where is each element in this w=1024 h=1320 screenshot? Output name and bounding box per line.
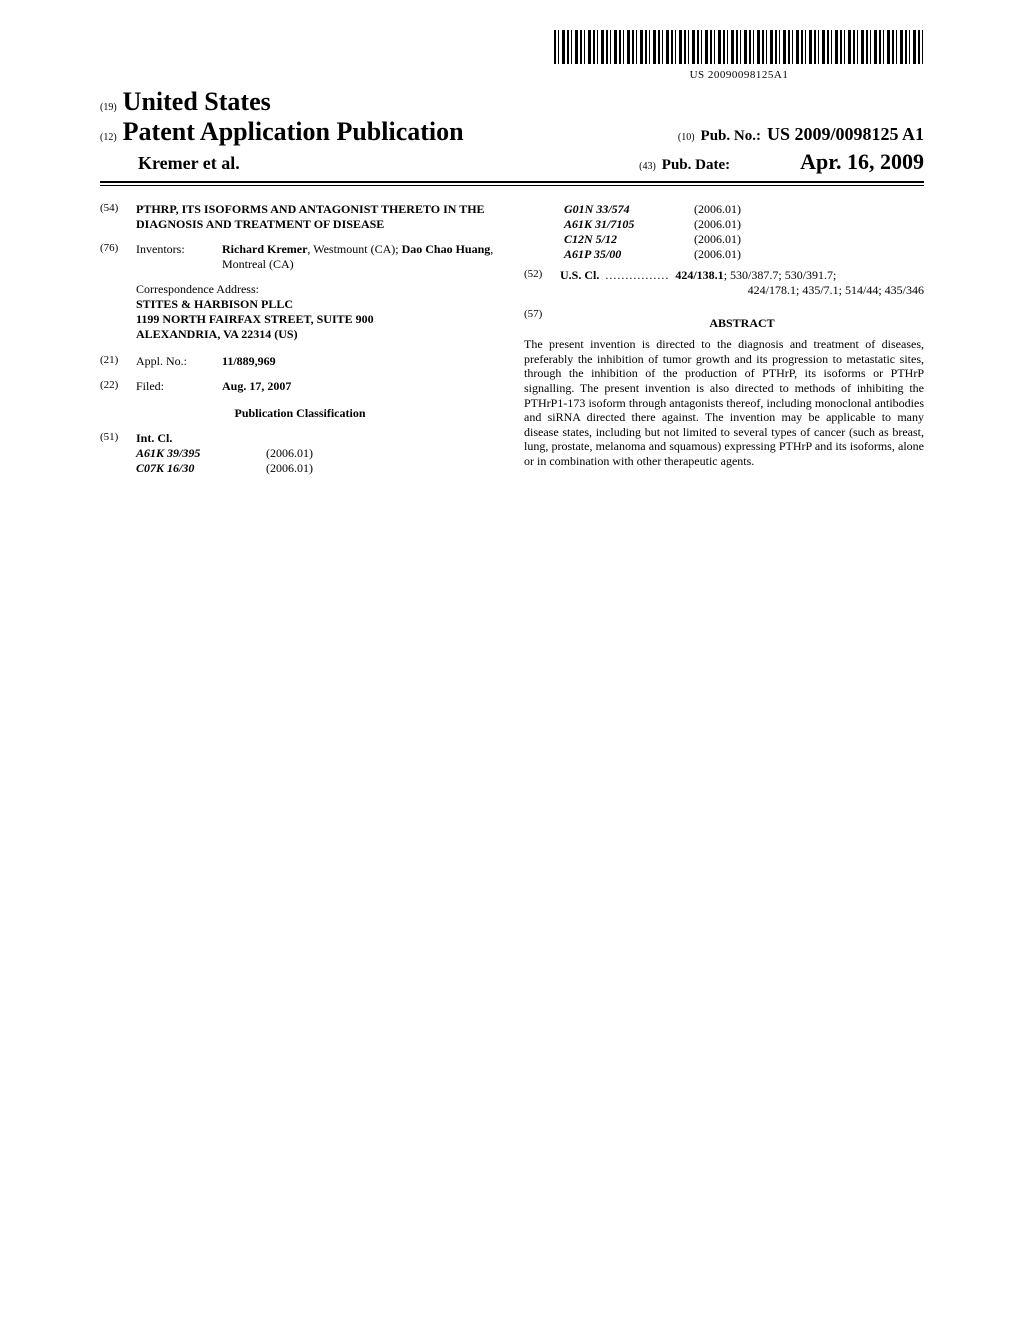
classification-heading: Publication Classification: [100, 406, 500, 421]
uscl-code: (52): [524, 268, 560, 298]
correspondence-city: ALEXANDRIA, VA 22314 (US): [136, 327, 500, 342]
intcl-code: (51): [100, 431, 136, 476]
correspondence-firm: STITES & HARBISON PLLC: [136, 297, 500, 312]
uscl-line1: 424/138.1; 530/387.7; 530/391.7;: [675, 268, 836, 283]
intcl-item-code: G01N 33/574: [564, 202, 694, 217]
intcl-item-code: A61K 39/395: [136, 446, 266, 461]
authors-row: Kremer et al. (43) Pub. Date: Apr. 16, 2…: [100, 149, 924, 175]
filed-value: Aug. 17, 2007: [222, 379, 500, 394]
appl-no-code: (21): [100, 354, 136, 369]
barcode-label: US 20090098125A1: [554, 69, 924, 81]
intcl-item-year: (2006.01): [694, 247, 774, 262]
intcl-item-code: C12N 5/12: [564, 232, 694, 247]
filed-field: (22) Filed: Aug. 17, 2007: [100, 379, 500, 394]
correspondence-street: 1199 NORTH FAIRFAX STREET, SUITE 900: [136, 312, 500, 327]
intcl-list-left: A61K 39/395 (2006.01) C07K 16/30 (2006.0…: [136, 446, 500, 476]
intcl-field: (51) Int. Cl. A61K 39/395 (2006.01) C07K…: [100, 431, 500, 476]
inventors-label: Inventors:: [136, 242, 222, 272]
intcl-item: G01N 33/574 (2006.01): [564, 202, 924, 217]
intcl-item-code: A61K 31/7105: [564, 217, 694, 232]
intcl-item: A61K 39/395 (2006.01): [136, 446, 500, 461]
uscl-field: (52) U.S. Cl. ................ 424/138.1…: [524, 268, 924, 298]
intcl-item-code: A61P 35/00: [564, 247, 694, 262]
intcl-item-year: (2006.01): [694, 202, 774, 217]
divider-thick: [100, 181, 924, 183]
inventors-field: (76) Inventors: Richard Kremer, Westmoun…: [100, 242, 500, 272]
title-field: (54) PTHRP, ITS ISOFORMS AND ANTAGONIST …: [100, 202, 500, 232]
barcode-area: US 20090098125A1: [100, 30, 924, 81]
inventors-code: (76): [100, 242, 136, 272]
intcl-item-year: (2006.01): [694, 217, 774, 232]
country-name: United States: [123, 87, 271, 117]
uscl-label: U.S. Cl.: [560, 268, 599, 283]
pub-no-block: (10) Pub. No.: US 2009/0098125 A1: [678, 124, 924, 145]
uscl-dots: ................: [605, 268, 669, 283]
content-columns: (54) PTHRP, ITS ISOFORMS AND ANTAGONIST …: [100, 202, 924, 476]
abstract-field: (57) ABSTRACT: [524, 308, 924, 337]
patent-page: US 20090098125A1 (19) United States (12)…: [0, 0, 1024, 1320]
pub-date-block: (43) Pub. Date: Apr. 16, 2009: [639, 149, 924, 175]
filed-code: (22): [100, 379, 136, 394]
intcl-item-year: (2006.01): [266, 461, 346, 476]
uscl-content: U.S. Cl. ................ 424/138.1; 530…: [560, 268, 924, 298]
appl-no-label: Appl. No.:: [136, 354, 222, 369]
pub-date-code: (43): [639, 161, 656, 172]
country-row: (19) United States: [100, 87, 924, 117]
abstract-content: ABSTRACT: [560, 308, 924, 337]
correspondence-label: Correspondence Address:: [136, 282, 500, 297]
divider-thin: [100, 185, 924, 186]
correspondence-block: Correspondence Address: STITES & HARBISO…: [136, 282, 500, 342]
inventor-2: Dao Chao Huang: [402, 242, 491, 256]
intcl-item: A61K 31/7105 (2006.01): [564, 217, 924, 232]
doc-type: Patent Application Publication: [123, 117, 464, 147]
uscl-row1: U.S. Cl. ................ 424/138.1; 530…: [560, 268, 924, 283]
intcl-item: C12N 5/12 (2006.01): [564, 232, 924, 247]
pub-no-label: Pub. No.:: [701, 128, 761, 145]
intcl-label: Int. Cl.: [136, 431, 500, 446]
filed-label: Filed:: [136, 379, 222, 394]
title-code: (54): [100, 202, 136, 232]
doc-type-block: (12) Patent Application Publication: [100, 117, 464, 147]
intcl-item: C07K 16/30 (2006.01): [136, 461, 500, 476]
authors: Kremer et al.: [138, 153, 240, 174]
barcode-graphic: [554, 30, 924, 64]
title-text: PTHRP, ITS ISOFORMS AND ANTAGONIST THERE…: [136, 202, 500, 232]
pub-title-row: (12) Patent Application Publication (10)…: [100, 117, 924, 147]
intcl-item-year: (2006.01): [694, 232, 774, 247]
pub-date-label: Pub. Date:: [662, 157, 730, 174]
pub-no-value: US 2009/0098125 A1: [767, 124, 924, 145]
appl-no-strong: 11/889,969: [222, 354, 276, 368]
right-column: G01N 33/574 (2006.01) A61K 31/7105 (2006…: [524, 202, 924, 476]
filed-strong: Aug. 17, 2007: [222, 379, 291, 393]
inventors-content: Richard Kremer, Westmount (CA); Dao Chao…: [222, 242, 500, 272]
appl-no-value: 11/889,969: [222, 354, 500, 369]
intcl-item-code: C07K 16/30: [136, 461, 266, 476]
uscl-line2: 424/178.1; 435/7.1; 514/44; 435/346: [560, 283, 924, 298]
abstract-code: (57): [524, 308, 560, 337]
intcl-label-strong: Int. Cl.: [136, 431, 172, 445]
intcl-item: A61P 35/00 (2006.01): [564, 247, 924, 262]
appl-no-field: (21) Appl. No.: 11/889,969: [100, 354, 500, 369]
pub-no-code: (10): [678, 132, 695, 143]
abstract-text: The present invention is directed to the…: [524, 337, 924, 469]
abstract-heading: ABSTRACT: [560, 316, 924, 331]
pub-date-value: Apr. 16, 2009: [800, 149, 924, 175]
doc-type-code: (12): [100, 132, 117, 143]
header-block: (19) United States (12) Patent Applicati…: [100, 87, 924, 175]
intcl-content: Int. Cl. A61K 39/395 (2006.01) C07K 16/3…: [136, 431, 500, 476]
country-code: (19): [100, 102, 117, 113]
intcl-item-year: (2006.01): [266, 446, 346, 461]
inventor-1: Richard Kremer: [222, 242, 307, 256]
left-column: (54) PTHRP, ITS ISOFORMS AND ANTAGONIST …: [100, 202, 500, 476]
intcl-list-right: G01N 33/574 (2006.01) A61K 31/7105 (2006…: [564, 202, 924, 262]
